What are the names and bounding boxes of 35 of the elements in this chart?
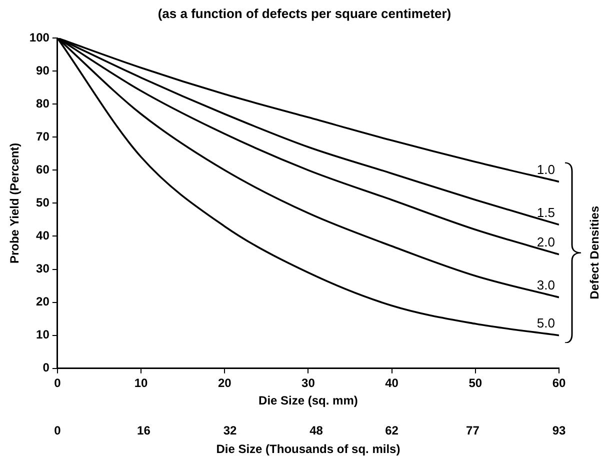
series-label: 5.0 xyxy=(536,315,555,330)
x-axis-title: Die Size (sq. mm) xyxy=(258,393,358,408)
y-tick-label: 80 xyxy=(36,96,50,110)
x-tick-label: 40 xyxy=(385,376,399,390)
legend-title: Defect Densities xyxy=(587,206,602,300)
y-tick-label: 70 xyxy=(36,129,50,144)
y-tick-label: 20 xyxy=(36,294,50,309)
y-axis-title: Probe Yield (Percent) xyxy=(8,142,22,264)
series-label: 1.0 xyxy=(536,162,555,177)
x2-tick-label: 77 xyxy=(466,424,480,438)
series-label: 1.5 xyxy=(536,204,555,220)
x2-tick-label: 93 xyxy=(552,424,566,438)
x2-axis-title: Die Size (Thousands of sq. mils) xyxy=(216,442,400,456)
y-tick-label: 90 xyxy=(36,63,50,78)
x2-tick-label: 0 xyxy=(54,424,62,438)
x-tick-label: 50 xyxy=(468,376,482,390)
y-tick-label: 40 xyxy=(36,228,50,243)
series-label: 3.0 xyxy=(536,277,555,292)
x2-tick-label: 62 xyxy=(385,424,399,438)
y-tick-label: 100 xyxy=(29,30,50,44)
x-tick-label: 20 xyxy=(218,376,232,390)
y-tick-label: 30 xyxy=(36,262,50,276)
y-tick-label: 10 xyxy=(36,328,50,342)
y-tick-label: 0 xyxy=(42,360,50,375)
x-tick-label: 0 xyxy=(54,376,62,390)
x-tick-label: 10 xyxy=(134,376,148,390)
series-label: 2.0 xyxy=(536,234,555,250)
y-tick-label: 60 xyxy=(36,162,50,176)
x-tick-label: 30 xyxy=(302,376,316,390)
x2-tick-label: 32 xyxy=(223,424,237,438)
chart-title: (as a function of defects per square centimeter) xyxy=(156,6,452,21)
x-tick-label: 60 xyxy=(552,376,566,390)
x2-tick-label: 16 xyxy=(137,424,151,438)
y-tick-label: 50 xyxy=(36,196,50,210)
x2-tick-label: 48 xyxy=(310,424,324,438)
